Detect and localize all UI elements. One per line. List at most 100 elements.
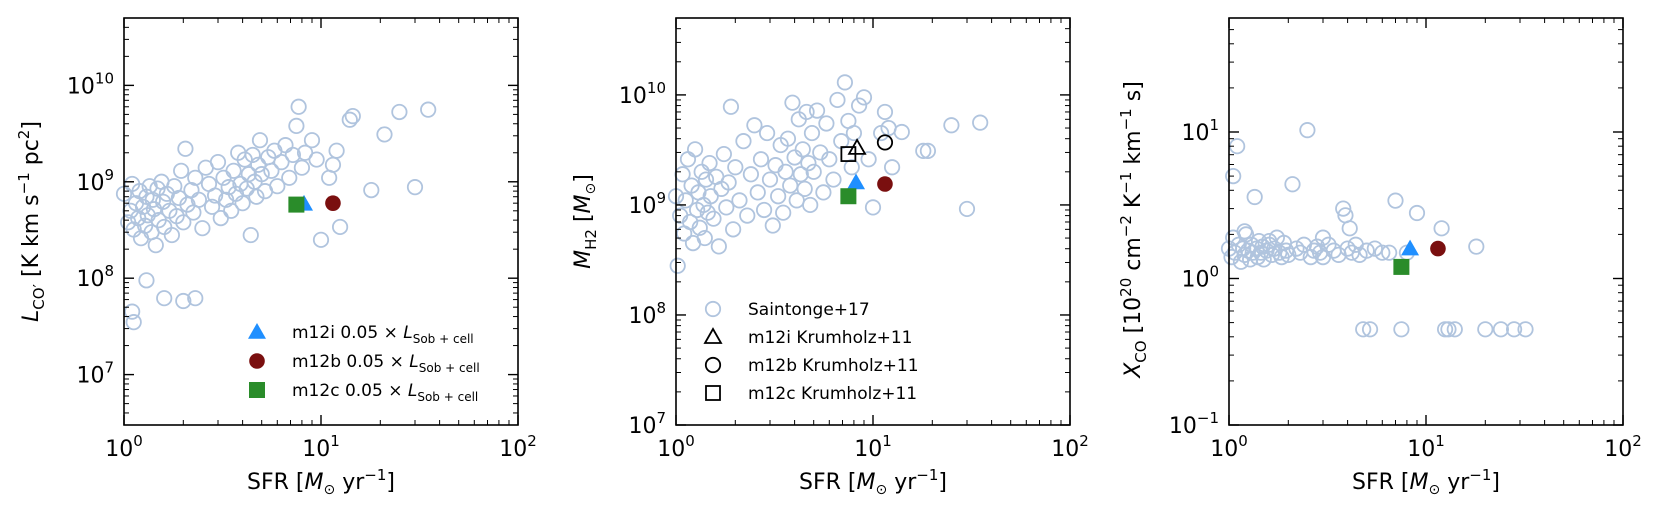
y-tick-label: 1010	[67, 69, 114, 99]
data-point	[125, 314, 142, 331]
x-tick-label: 102	[1604, 432, 1642, 462]
data-point	[679, 151, 697, 168]
y-tick-label: 101	[1181, 116, 1219, 146]
data-point	[829, 91, 846, 109]
data-point	[391, 103, 408, 121]
data-point	[173, 162, 190, 179]
y-tick-label: 10−1	[1169, 409, 1219, 439]
x-tick-label: 101	[854, 432, 892, 462]
data-point	[803, 124, 821, 142]
data-point	[1401, 239, 1420, 256]
data-point	[303, 132, 321, 149]
data-point	[860, 151, 877, 168]
data-point	[288, 196, 305, 213]
chart-panel-1: 100 101 102 107 108 109 1010 SFR [M⊙ yr−1] LCO′ …	[15, 17, 537, 498]
data-point	[277, 137, 294, 154]
legend-label: m12i Krumholz+11	[748, 328, 913, 348]
data-point	[312, 231, 330, 248]
data-point	[376, 126, 393, 143]
data-point	[147, 237, 164, 254]
data-point	[815, 184, 832, 201]
series-m12i	[847, 173, 866, 190]
data-point	[876, 103, 894, 121]
legend-marker	[705, 385, 721, 401]
legend-marker	[248, 323, 266, 339]
data-point	[722, 98, 740, 115]
data-point	[786, 149, 803, 166]
data-point	[1223, 248, 1240, 266]
data-point	[796, 180, 813, 197]
data-point	[710, 238, 727, 255]
data-point	[203, 198, 221, 215]
data-point	[782, 177, 799, 194]
data-point	[682, 213, 699, 231]
data-point	[701, 155, 718, 172]
data-point	[798, 103, 815, 121]
data-point	[850, 97, 868, 114]
data-point	[341, 111, 358, 128]
data-point	[1381, 244, 1398, 261]
data-point	[847, 173, 866, 190]
data-point	[800, 155, 817, 172]
series-saintonge-17	[667, 74, 989, 274]
data-point	[755, 201, 773, 219]
legend-marker	[249, 382, 265, 398]
data-point	[1387, 192, 1404, 209]
data-point	[705, 210, 722, 227]
data-point	[843, 159, 860, 176]
data-point	[1243, 236, 1260, 253]
x-tick-label: 102	[499, 432, 537, 462]
data-point	[1468, 238, 1485, 255]
series-m12c	[1393, 258, 1410, 275]
data-point	[792, 166, 809, 183]
data-point	[669, 257, 686, 274]
data-point	[779, 130, 797, 147]
series-saintonge-17	[1220, 122, 1534, 338]
data-point	[175, 214, 192, 231]
data-point	[223, 202, 240, 219]
data-point	[727, 159, 744, 176]
data-point	[420, 101, 437, 118]
series-m12b	[877, 176, 893, 192]
x-tick-label: 100	[105, 432, 143, 462]
data-point	[742, 166, 760, 183]
data-point	[269, 178, 286, 195]
data-point	[731, 192, 748, 209]
data-point	[752, 151, 770, 168]
data-point	[406, 179, 424, 196]
data-point	[777, 163, 794, 180]
data-point	[138, 272, 155, 289]
y-axis-label: XCO [1020 cm−2 K−1 km−1 s]	[1117, 81, 1150, 379]
legend: m12i 0.05 × LSob + cell m12b 0.05 × LSob …	[248, 323, 480, 404]
y-axis-label: LCO′ [K km s−1 pc2]	[15, 121, 48, 322]
data-point	[1393, 321, 1410, 338]
y-tick-label: 100	[1181, 262, 1219, 292]
data-point	[1284, 176, 1301, 193]
data-point	[855, 89, 873, 106]
data-point	[124, 303, 141, 320]
data-point	[893, 123, 910, 141]
data-point	[794, 141, 811, 158]
data-point	[1255, 251, 1272, 268]
data-point	[194, 220, 211, 237]
series-m12b-0-05-l-sob-cell	[325, 195, 341, 211]
data-point	[1393, 258, 1410, 275]
data-point	[718, 199, 735, 216]
data-point	[1335, 200, 1352, 217]
data-point	[770, 188, 787, 205]
data-point	[1408, 204, 1426, 222]
x-axis-label: SFR [M⊙ yr−1]	[799, 466, 947, 498]
data-point	[775, 204, 792, 221]
data-point	[177, 140, 194, 157]
data-point	[187, 290, 204, 307]
data-point	[697, 171, 715, 188]
x-tick-label: 101	[302, 432, 340, 462]
data-point	[263, 162, 280, 179]
data-point	[163, 226, 180, 244]
data-point	[1358, 242, 1375, 259]
x-tick-label: 102	[1051, 432, 1089, 462]
data-point	[825, 171, 842, 188]
data-point	[864, 199, 882, 216]
data-point	[691, 219, 708, 236]
data-point	[1288, 240, 1305, 257]
